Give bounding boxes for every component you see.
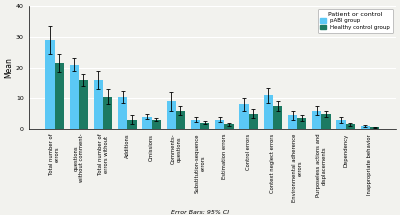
Bar	[249, 114, 258, 129]
Bar	[297, 118, 306, 129]
Bar	[103, 97, 112, 129]
Bar	[94, 80, 103, 129]
Bar	[176, 111, 185, 129]
Bar	[215, 120, 224, 129]
Bar	[288, 115, 297, 129]
Bar	[370, 127, 379, 129]
Bar	[336, 120, 346, 129]
Bar	[322, 114, 331, 129]
Bar	[45, 40, 54, 129]
Bar	[127, 120, 136, 129]
Bar	[224, 124, 234, 129]
Bar	[70, 64, 79, 129]
Bar	[79, 80, 88, 129]
Bar	[273, 106, 282, 129]
Bar	[152, 120, 161, 129]
Bar	[264, 95, 273, 129]
Bar	[191, 120, 200, 129]
Text: Error Bars: 95% CI: Error Bars: 95% CI	[171, 210, 229, 215]
Bar	[54, 63, 64, 129]
Legend: pABI group, Healthy control group: pABI group, Healthy control group	[318, 9, 393, 33]
Bar	[346, 124, 355, 129]
Bar	[200, 123, 209, 129]
Bar	[240, 104, 249, 129]
Bar	[167, 101, 176, 129]
Bar	[312, 111, 322, 129]
Y-axis label: Mean: Mean	[4, 57, 13, 78]
Bar	[361, 126, 370, 129]
Bar	[118, 97, 127, 129]
Bar	[142, 117, 152, 129]
